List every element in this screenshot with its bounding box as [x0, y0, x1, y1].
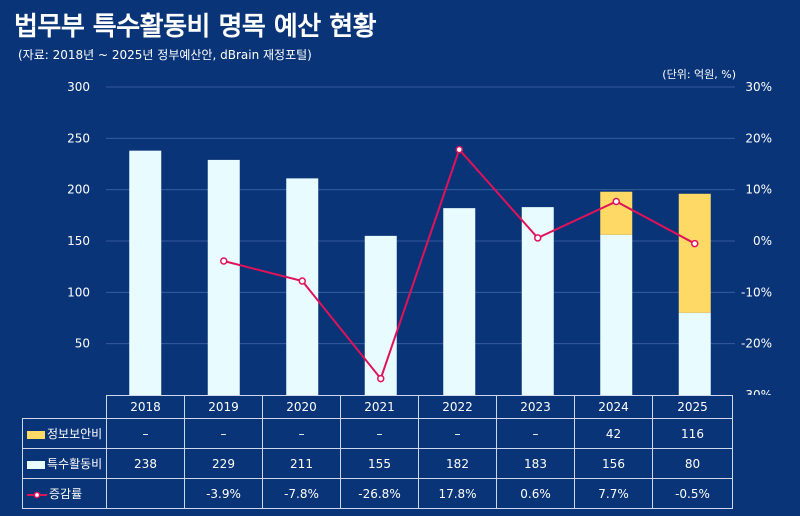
table-cell: 17.8%: [418, 478, 497, 509]
left-tick-label: 250: [67, 131, 90, 145]
table-cell: 116: [652, 418, 733, 449]
growth-rate-point: [691, 239, 699, 248]
year-header: 2019: [184, 395, 263, 419]
table-cell: -7.8%: [262, 478, 341, 509]
security-legend-swatch: [27, 430, 45, 439]
table-cell: 238: [106, 448, 185, 479]
growth-rate-point: [455, 145, 463, 154]
growth-rate-point: [298, 277, 306, 285]
table-cell: 7.7%: [574, 478, 653, 509]
row-label-text: 증감률: [49, 487, 83, 501]
right-tick-label: 10%: [745, 183, 772, 197]
left-tick-label: 100: [67, 285, 90, 299]
row-label-text: 특수활동비: [47, 457, 103, 471]
table-row-growth: 증감률 -3.9% -7.8% -26.8% 17.8% 0.6% 7.7% -…: [22, 478, 733, 509]
table-corner: [22, 395, 107, 419]
row-label-special: 특수활동비: [22, 448, 107, 479]
year-header: 2024: [574, 395, 653, 419]
year-header: 2025: [652, 395, 733, 419]
growth-rate-point: [220, 257, 228, 265]
year-header: 2022: [418, 395, 497, 419]
right-tick-label: 30%: [745, 80, 772, 94]
data-table: 2018 2019 2020 2021 2022 2023 2024 2025 …: [22, 395, 733, 509]
budget-chart: – 50 100 150 200 250 300 -30% -20% -10% 0% 10% 20% 3…: [67, 80, 772, 395]
source-note: (자료: 2018년 ~ 2025년 정부예산안, dBrain 재정포털): [18, 48, 312, 62]
year-header: 2020: [262, 395, 341, 419]
table-cell: 211: [262, 448, 341, 479]
table-row-security: 정보보안비 – – – – – – 42 116: [22, 418, 733, 449]
special-budget-bar: [443, 208, 476, 395]
table-cell: 155: [340, 448, 419, 479]
growth-rate-line: [220, 145, 699, 383]
left-tick-label: 200: [67, 183, 90, 197]
left-axis-ticks: – 50 100 150 200 250 300: [67, 80, 90, 395]
right-tick-label: -10%: [741, 285, 772, 299]
table-cell: 183: [496, 448, 575, 479]
table-cell: -3.9%: [184, 478, 263, 509]
row-label-security: 정보보안비: [22, 418, 107, 449]
year-header: 2023: [496, 395, 575, 419]
left-tick-label: 300: [67, 80, 90, 94]
table-cell: 229: [184, 448, 263, 479]
right-axis-ticks: -30% -20% -10% 0% 10% 20% 30%: [741, 80, 772, 395]
growth-rate-point: [534, 234, 542, 242]
table-cell: –: [106, 418, 185, 449]
left-tick-label: 150: [67, 234, 90, 248]
special-legend-swatch: [27, 460, 45, 469]
table-cell: 0.6%: [496, 478, 575, 509]
security-budget-bar: [678, 193, 711, 313]
special-budget-bar: [600, 234, 633, 395]
table-cell: –: [496, 418, 575, 449]
special-budget-bar: [286, 178, 319, 395]
special-budget-bar: [207, 159, 240, 395]
table-cell: 42: [574, 418, 653, 449]
unit-note: (단위: 억원, %): [662, 68, 736, 81]
table-cell: –: [418, 418, 497, 449]
table-cell: –: [340, 418, 419, 449]
table-cell: -26.8%: [340, 478, 419, 509]
right-tick-label: -20%: [741, 337, 772, 351]
special-budget-bar: [129, 150, 162, 395]
table-cell: 80: [652, 448, 733, 479]
left-tick-label: 50: [75, 337, 90, 351]
row-label-growth: 증감률: [22, 478, 107, 509]
table-cell: 182: [418, 448, 497, 479]
special-budget-bar: [678, 312, 711, 395]
right-tick-label: 0%: [753, 234, 772, 248]
left-tick-label: –: [84, 388, 90, 395]
right-tick-label: 20%: [745, 131, 772, 145]
year-header: 2021: [340, 395, 419, 419]
row-label-text: 정보보안비: [47, 427, 103, 441]
table-row-special: 특수활동비 238 229 211 155 182 183 156 80: [22, 448, 733, 479]
growth-rate-point: [377, 374, 385, 383]
year-header: 2018: [106, 395, 185, 419]
table-cell: -0.5%: [652, 478, 733, 509]
table-cell: 156: [574, 448, 653, 479]
table-header-row: 2018 2019 2020 2021 2022 2023 2024 2025: [22, 395, 733, 419]
growth-legend-line-icon: [27, 491, 47, 498]
page-title: 법무부 특수활동비 명목 예산 현황: [14, 12, 377, 42]
table-cell: –: [184, 418, 263, 449]
right-tick-label: -30%: [741, 388, 772, 395]
special-budget-bar: [364, 235, 397, 395]
table-cell: –: [262, 418, 341, 449]
growth-rate-point: [612, 197, 620, 206]
table-cell: [106, 478, 185, 509]
bar-series: [129, 150, 711, 395]
